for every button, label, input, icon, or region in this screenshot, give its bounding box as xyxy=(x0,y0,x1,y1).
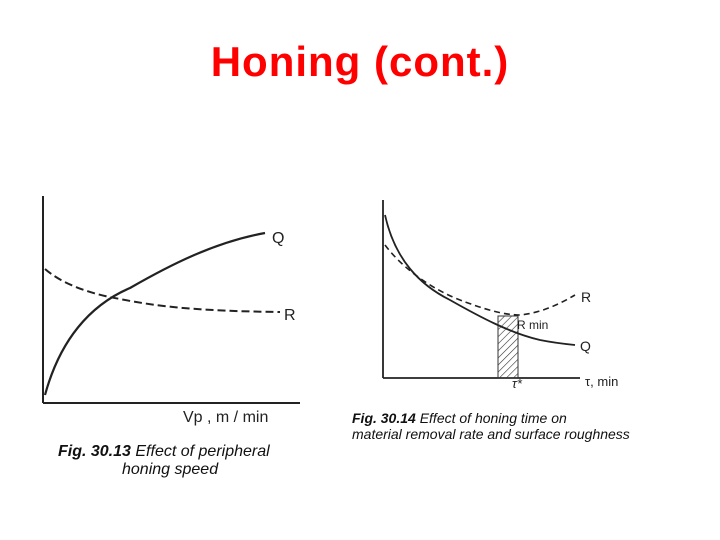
fig1-r-label: R xyxy=(284,307,296,324)
fig2-caption: Fig. 30.14 Effect of honing time on mate… xyxy=(352,410,712,442)
fig2-r-label: R xyxy=(581,289,591,305)
fig2-caption-line1: Effect of honing time on xyxy=(419,410,567,426)
fig2-caption-line2: material removal rate and surface roughn… xyxy=(352,426,630,443)
fig1-caption-line1: Effect of peripheral xyxy=(135,443,270,460)
slide-title: Honing (cont.) xyxy=(210,38,510,85)
fig2-caption-number: Fig. 30.14 xyxy=(352,410,416,426)
fig1-curve-q xyxy=(43,231,266,396)
fig2-rmin-label: R min xyxy=(517,318,548,332)
fig1-caption-line2: honing speed xyxy=(122,461,219,479)
fig2-x-axis-label: τ, min xyxy=(585,374,618,389)
fig1-caption: Fig. 30.13 Effect of peripheral honing s… xyxy=(58,443,318,480)
fig1-x-axis-label: Vp , m / min xyxy=(183,409,268,426)
fig2-q-label: Q xyxy=(580,338,591,354)
figure-30-14: R R min Q τ* τ, min xyxy=(382,200,618,391)
fig2-hatched-region xyxy=(497,315,519,379)
fig2-tau-opt-label: τ* xyxy=(512,376,523,391)
figure-30-13: Q R Vp , m / min xyxy=(42,196,300,426)
fig1-curve-r xyxy=(44,268,281,313)
fig2-curve-r xyxy=(384,244,576,316)
fig2-curve-q xyxy=(384,214,576,346)
fig1-q-label: Q xyxy=(272,230,284,247)
fig1-caption-number: Fig. 30.13 xyxy=(58,443,131,460)
